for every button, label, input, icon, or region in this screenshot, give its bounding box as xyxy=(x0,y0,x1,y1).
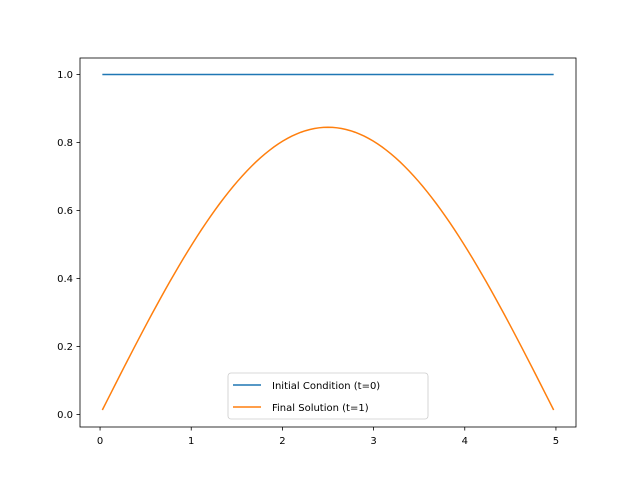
x-tick-label: 3 xyxy=(370,436,376,447)
plot-area xyxy=(80,58,576,427)
series-layer xyxy=(101,73,555,411)
legend-label-initial: Initial Condition (t=0) xyxy=(272,381,380,392)
x-tick-label: 1 xyxy=(188,436,194,447)
y-tick-label: 0.0 xyxy=(57,410,73,421)
y-tick-label: 1.0 xyxy=(57,70,73,81)
legend-box xyxy=(227,372,429,420)
y-tick-label: 0.8 xyxy=(57,138,73,149)
x-tick-label: 2 xyxy=(279,436,285,447)
x-axis: 0 1 2 3 4 5 xyxy=(97,427,559,447)
x-tick-label: 4 xyxy=(462,436,468,447)
y-tick-label: 0.4 xyxy=(57,274,73,285)
x-tick-label: 0 xyxy=(97,436,103,447)
y-tick-label: 0.2 xyxy=(57,342,73,353)
series-final-solution xyxy=(101,126,555,411)
y-axis: 0.0 0.2 0.4 0.6 0.8 1.0 xyxy=(57,70,80,421)
x-tick-label: 5 xyxy=(553,436,559,447)
y-tick-label: 0.6 xyxy=(57,206,73,217)
axes-frame xyxy=(79,57,577,428)
legend: Initial Condition (t=0) Final Solution (… xyxy=(227,372,429,420)
legend-label-final: Final Solution (t=1) xyxy=(272,403,369,414)
